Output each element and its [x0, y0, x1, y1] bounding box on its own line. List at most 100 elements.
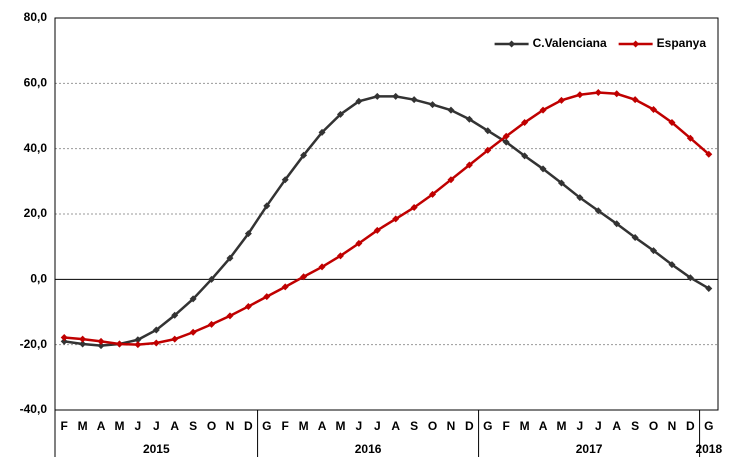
marker	[465, 161, 473, 169]
marker	[226, 312, 234, 320]
marker	[557, 179, 565, 187]
legend-marker	[632, 40, 640, 48]
x-tick-label: A	[539, 419, 548, 433]
x-tick-label: M	[114, 419, 124, 433]
marker	[318, 128, 326, 136]
marker	[373, 92, 381, 100]
marker	[668, 119, 676, 127]
marker	[465, 115, 473, 123]
marker	[355, 239, 363, 247]
marker	[60, 333, 68, 341]
y-tick-label: 0,0	[30, 272, 47, 286]
marker	[613, 220, 621, 228]
marker	[410, 96, 418, 104]
marker	[613, 90, 621, 98]
x-tick-label: F	[282, 419, 289, 433]
x-tick-label: A	[612, 419, 621, 433]
marker	[686, 274, 694, 282]
marker	[631, 234, 639, 242]
marker	[97, 342, 105, 350]
legend-label: C.Valenciana	[533, 36, 607, 50]
marker	[429, 101, 437, 109]
x-tick-label: D	[686, 419, 695, 433]
marker	[521, 119, 529, 127]
marker	[373, 226, 381, 234]
marker	[189, 295, 197, 303]
marker	[447, 176, 455, 184]
x-tick-label: G	[704, 419, 713, 433]
y-tick-label: 20,0	[24, 206, 48, 220]
x-tick-label: J	[135, 419, 142, 433]
marker	[484, 127, 492, 135]
x-tick-label: O	[428, 419, 437, 433]
x-tick-label: G	[262, 419, 271, 433]
marker	[447, 106, 455, 114]
marker	[336, 252, 344, 260]
marker	[539, 106, 547, 114]
x-tick-label: N	[668, 419, 677, 433]
marker	[557, 96, 565, 104]
marker	[521, 152, 529, 160]
marker	[686, 134, 694, 142]
x-tick-label: J	[356, 419, 363, 433]
x-tick-label: F	[61, 419, 68, 433]
marker	[281, 176, 289, 184]
marker	[410, 203, 418, 211]
marker	[134, 341, 142, 349]
marker	[650, 105, 658, 113]
x-tick-label: M	[520, 419, 530, 433]
x-tick-label: A	[170, 419, 179, 433]
marker	[300, 273, 308, 281]
marker	[336, 110, 344, 118]
marker	[263, 293, 271, 301]
x-tick-label: N	[226, 419, 235, 433]
x-tick-label: O	[207, 419, 216, 433]
marker	[355, 97, 363, 105]
x-tick-label: M	[299, 419, 309, 433]
x-tick-label: A	[318, 419, 327, 433]
legend-marker	[508, 40, 516, 48]
year-label: 2018	[695, 442, 722, 456]
x-tick-label: S	[410, 419, 418, 433]
marker	[134, 336, 142, 344]
marker	[300, 151, 308, 159]
marker	[502, 138, 510, 146]
plot-border	[54, 17, 719, 411]
marker	[631, 96, 639, 104]
marker	[539, 165, 547, 173]
x-tick-label: M	[335, 419, 345, 433]
x-tick-label: D	[465, 419, 474, 433]
marker	[263, 202, 271, 210]
y-tick-label: 80,0	[24, 10, 48, 24]
series-line	[64, 95, 710, 347]
marker	[60, 337, 68, 345]
marker	[576, 194, 584, 202]
marker	[208, 275, 216, 283]
year-label: 2016	[355, 442, 382, 456]
x-tick-label: J	[374, 419, 381, 433]
year-label: 2015	[143, 442, 170, 456]
marker	[668, 261, 676, 269]
marker	[115, 340, 123, 348]
marker	[244, 230, 252, 238]
marker	[244, 302, 252, 310]
x-tick-label: J	[595, 419, 602, 433]
marker	[152, 339, 160, 347]
marker	[171, 311, 179, 319]
x-tick-label: O	[649, 419, 658, 433]
x-tick-label: S	[189, 419, 197, 433]
marker	[97, 337, 105, 345]
x-tick-label: A	[97, 419, 106, 433]
marker	[189, 328, 197, 336]
marker	[705, 284, 713, 292]
y-tick-label: 40,0	[24, 141, 48, 155]
x-tick-label: G	[483, 419, 492, 433]
y-tick-label: -20,0	[20, 337, 48, 351]
y-tick-label: 60,0	[24, 76, 48, 90]
marker	[226, 254, 234, 262]
marker	[171, 335, 179, 343]
x-tick-label: J	[153, 419, 160, 433]
marker	[79, 335, 87, 343]
x-tick-label: F	[503, 419, 510, 433]
